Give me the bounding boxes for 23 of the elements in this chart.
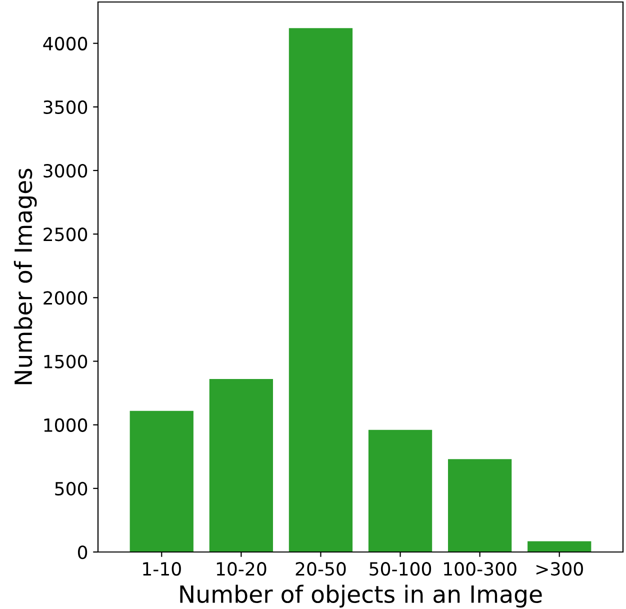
y-tick-label: 2500: [44, 228, 88, 242]
y-tick-label: 500: [55, 482, 88, 496]
x-tick-label: 10-20: [216, 562, 266, 576]
x-tick-label: 1-10: [143, 562, 181, 576]
x-tick-label: 50-100: [370, 562, 432, 576]
bar: [288, 28, 353, 552]
y-tick-label: 2000: [44, 291, 88, 305]
bar: [209, 379, 273, 552]
x-tick-label: 20-50: [296, 562, 346, 576]
y-axis-title: Number of Images: [14, 168, 37, 384]
y-tick-label: 1000: [44, 418, 88, 432]
y-tick-label: 0: [78, 545, 88, 560]
y-tick-label: 1500: [44, 354, 88, 368]
bar: [130, 410, 194, 552]
y-tick-label: 3000: [44, 164, 88, 178]
bar: [528, 541, 592, 552]
x-axis-title: Number of objects in an Image: [180, 584, 542, 608]
y-tick-label: 3500: [44, 100, 88, 114]
x-tick-label: >300: [536, 562, 583, 576]
bar: [448, 459, 512, 552]
bar: [368, 430, 432, 552]
x-tick-label: 100-300: [444, 562, 516, 576]
y-tick-label: 4000: [43, 36, 88, 50]
